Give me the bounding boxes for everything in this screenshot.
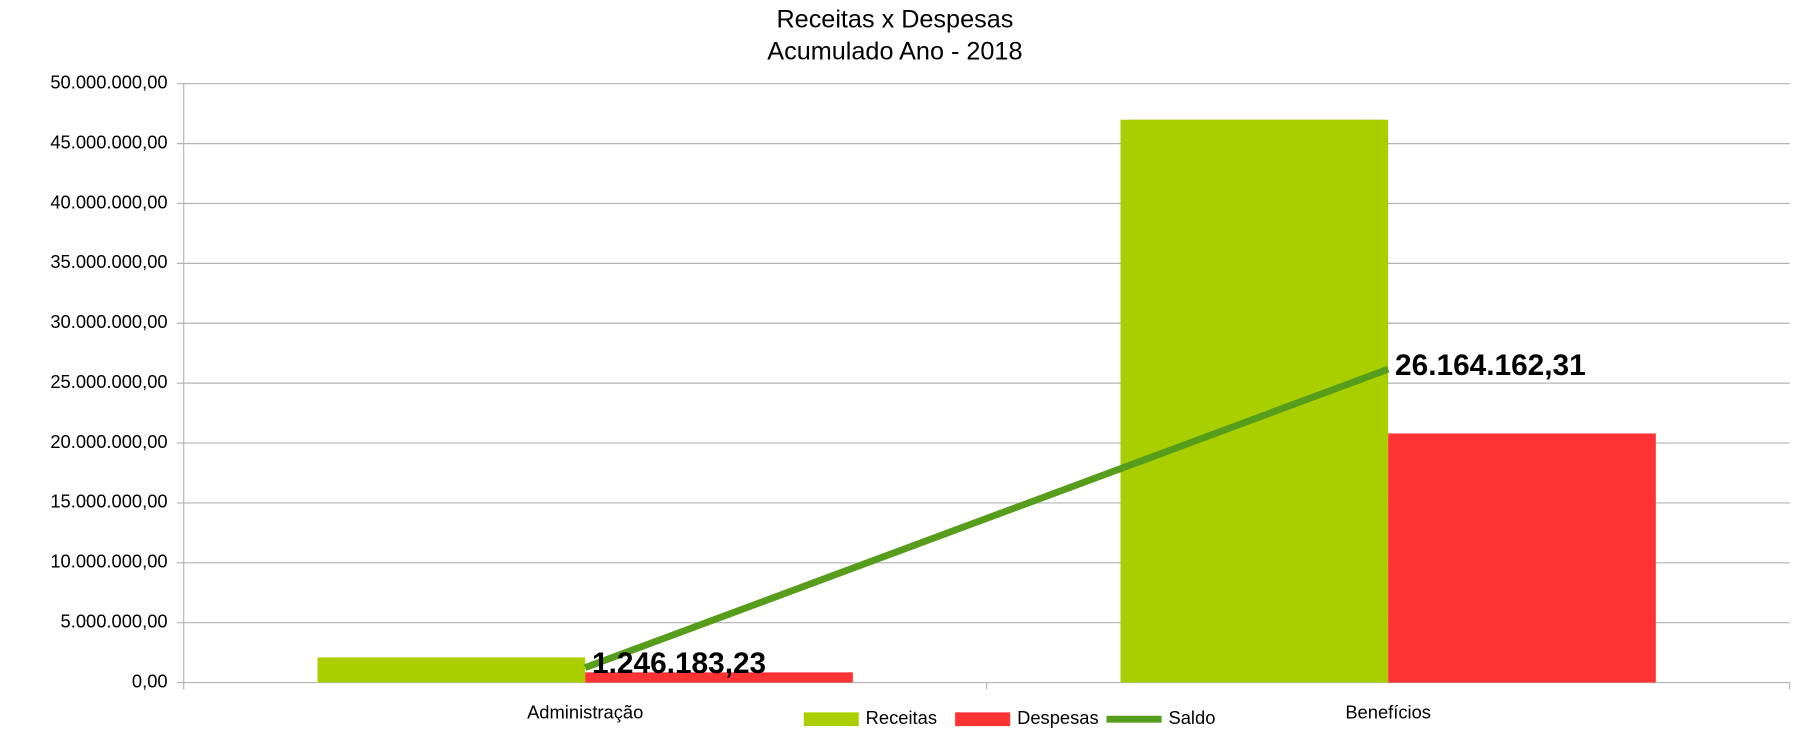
data-label: 26.164.162,31 [1395, 349, 1586, 382]
chart-title: Receitas x Despesas [776, 5, 1013, 33]
x-tick-label: Benefícios [1345, 701, 1431, 722]
bar [317, 657, 586, 683]
x-tick-label: Administração [527, 701, 643, 722]
bar [1388, 433, 1656, 683]
bar [1120, 119, 1389, 683]
legend-label: Receitas [866, 707, 937, 728]
bar [585, 672, 853, 683]
y-tick-label: 40.000.000,00 [50, 191, 167, 212]
legend-swatch [1106, 715, 1162, 723]
chart-subtitle: Acumulado Ano - 2018 [767, 37, 1022, 65]
y-tick-label: 45.000.000,00 [50, 131, 167, 152]
legend-label: Saldo [1168, 707, 1215, 728]
legend-label: Despesas [1017, 707, 1099, 728]
legend-swatch [803, 712, 859, 727]
legend-swatch [955, 712, 1011, 727]
y-tick-label: 50.000.000,00 [50, 72, 167, 93]
y-tick-label: 5.000.000,00 [61, 610, 168, 631]
y-tick-label: 25.000.000,00 [50, 371, 167, 392]
y-tick-label: 35.000.000,00 [50, 251, 167, 272]
line-series [583, 365, 1390, 671]
y-tick-label: 30.000.000,00 [50, 311, 167, 332]
data-label: 1.246.183,23 [592, 647, 766, 680]
y-tick-label: 20.000.000,00 [50, 431, 167, 452]
y-tick-label: 15.000.000,00 [50, 491, 167, 512]
y-tick-label: 0,00 [132, 670, 168, 691]
y-tick-label: 10.000.000,00 [50, 551, 167, 572]
